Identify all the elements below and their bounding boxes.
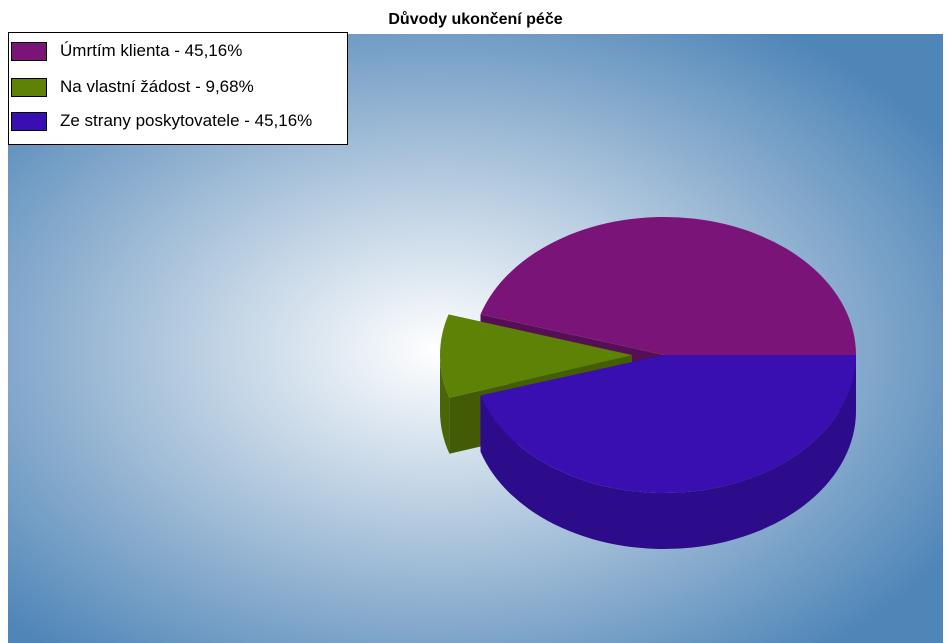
- legend: Úmrtím klienta - 45,16% Na vlastní žádos…: [8, 32, 348, 145]
- legend-item-poskytovatel: Ze strany poskytovatele - 45,16%: [11, 108, 312, 134]
- legend-item-vlastni-zadost: Na vlastní žádost - 9,68%: [11, 74, 254, 100]
- pie-side-poskytovatel: [480, 355, 856, 550]
- pie-slice-vlastni-zadost: [440, 314, 633, 398]
- legend-swatch-umrtim: [11, 41, 47, 61]
- chart-title: Důvody ukončení péče: [388, 11, 563, 28]
- legend-item-umrtim: Úmrtím klienta - 45,16%: [11, 38, 242, 64]
- pie-side-vlastni-zadost: [440, 355, 450, 454]
- legend-label-poskytovatel: Ze strany poskytovatele - 45,16%: [60, 111, 313, 130]
- legend-swatch-poskytovatel: [11, 111, 47, 131]
- legend-label-umrtim: Úmrtím klienta - 45,16%: [60, 41, 243, 60]
- legend-label-vlastni-zadost: Na vlastní žádost - 9,68%: [60, 77, 254, 96]
- pie-slice-poskytovatel: [480, 355, 856, 494]
- pie-slice-umrtim: [480, 216, 856, 355]
- legend-swatch-vlastni-zadost: [11, 77, 47, 97]
